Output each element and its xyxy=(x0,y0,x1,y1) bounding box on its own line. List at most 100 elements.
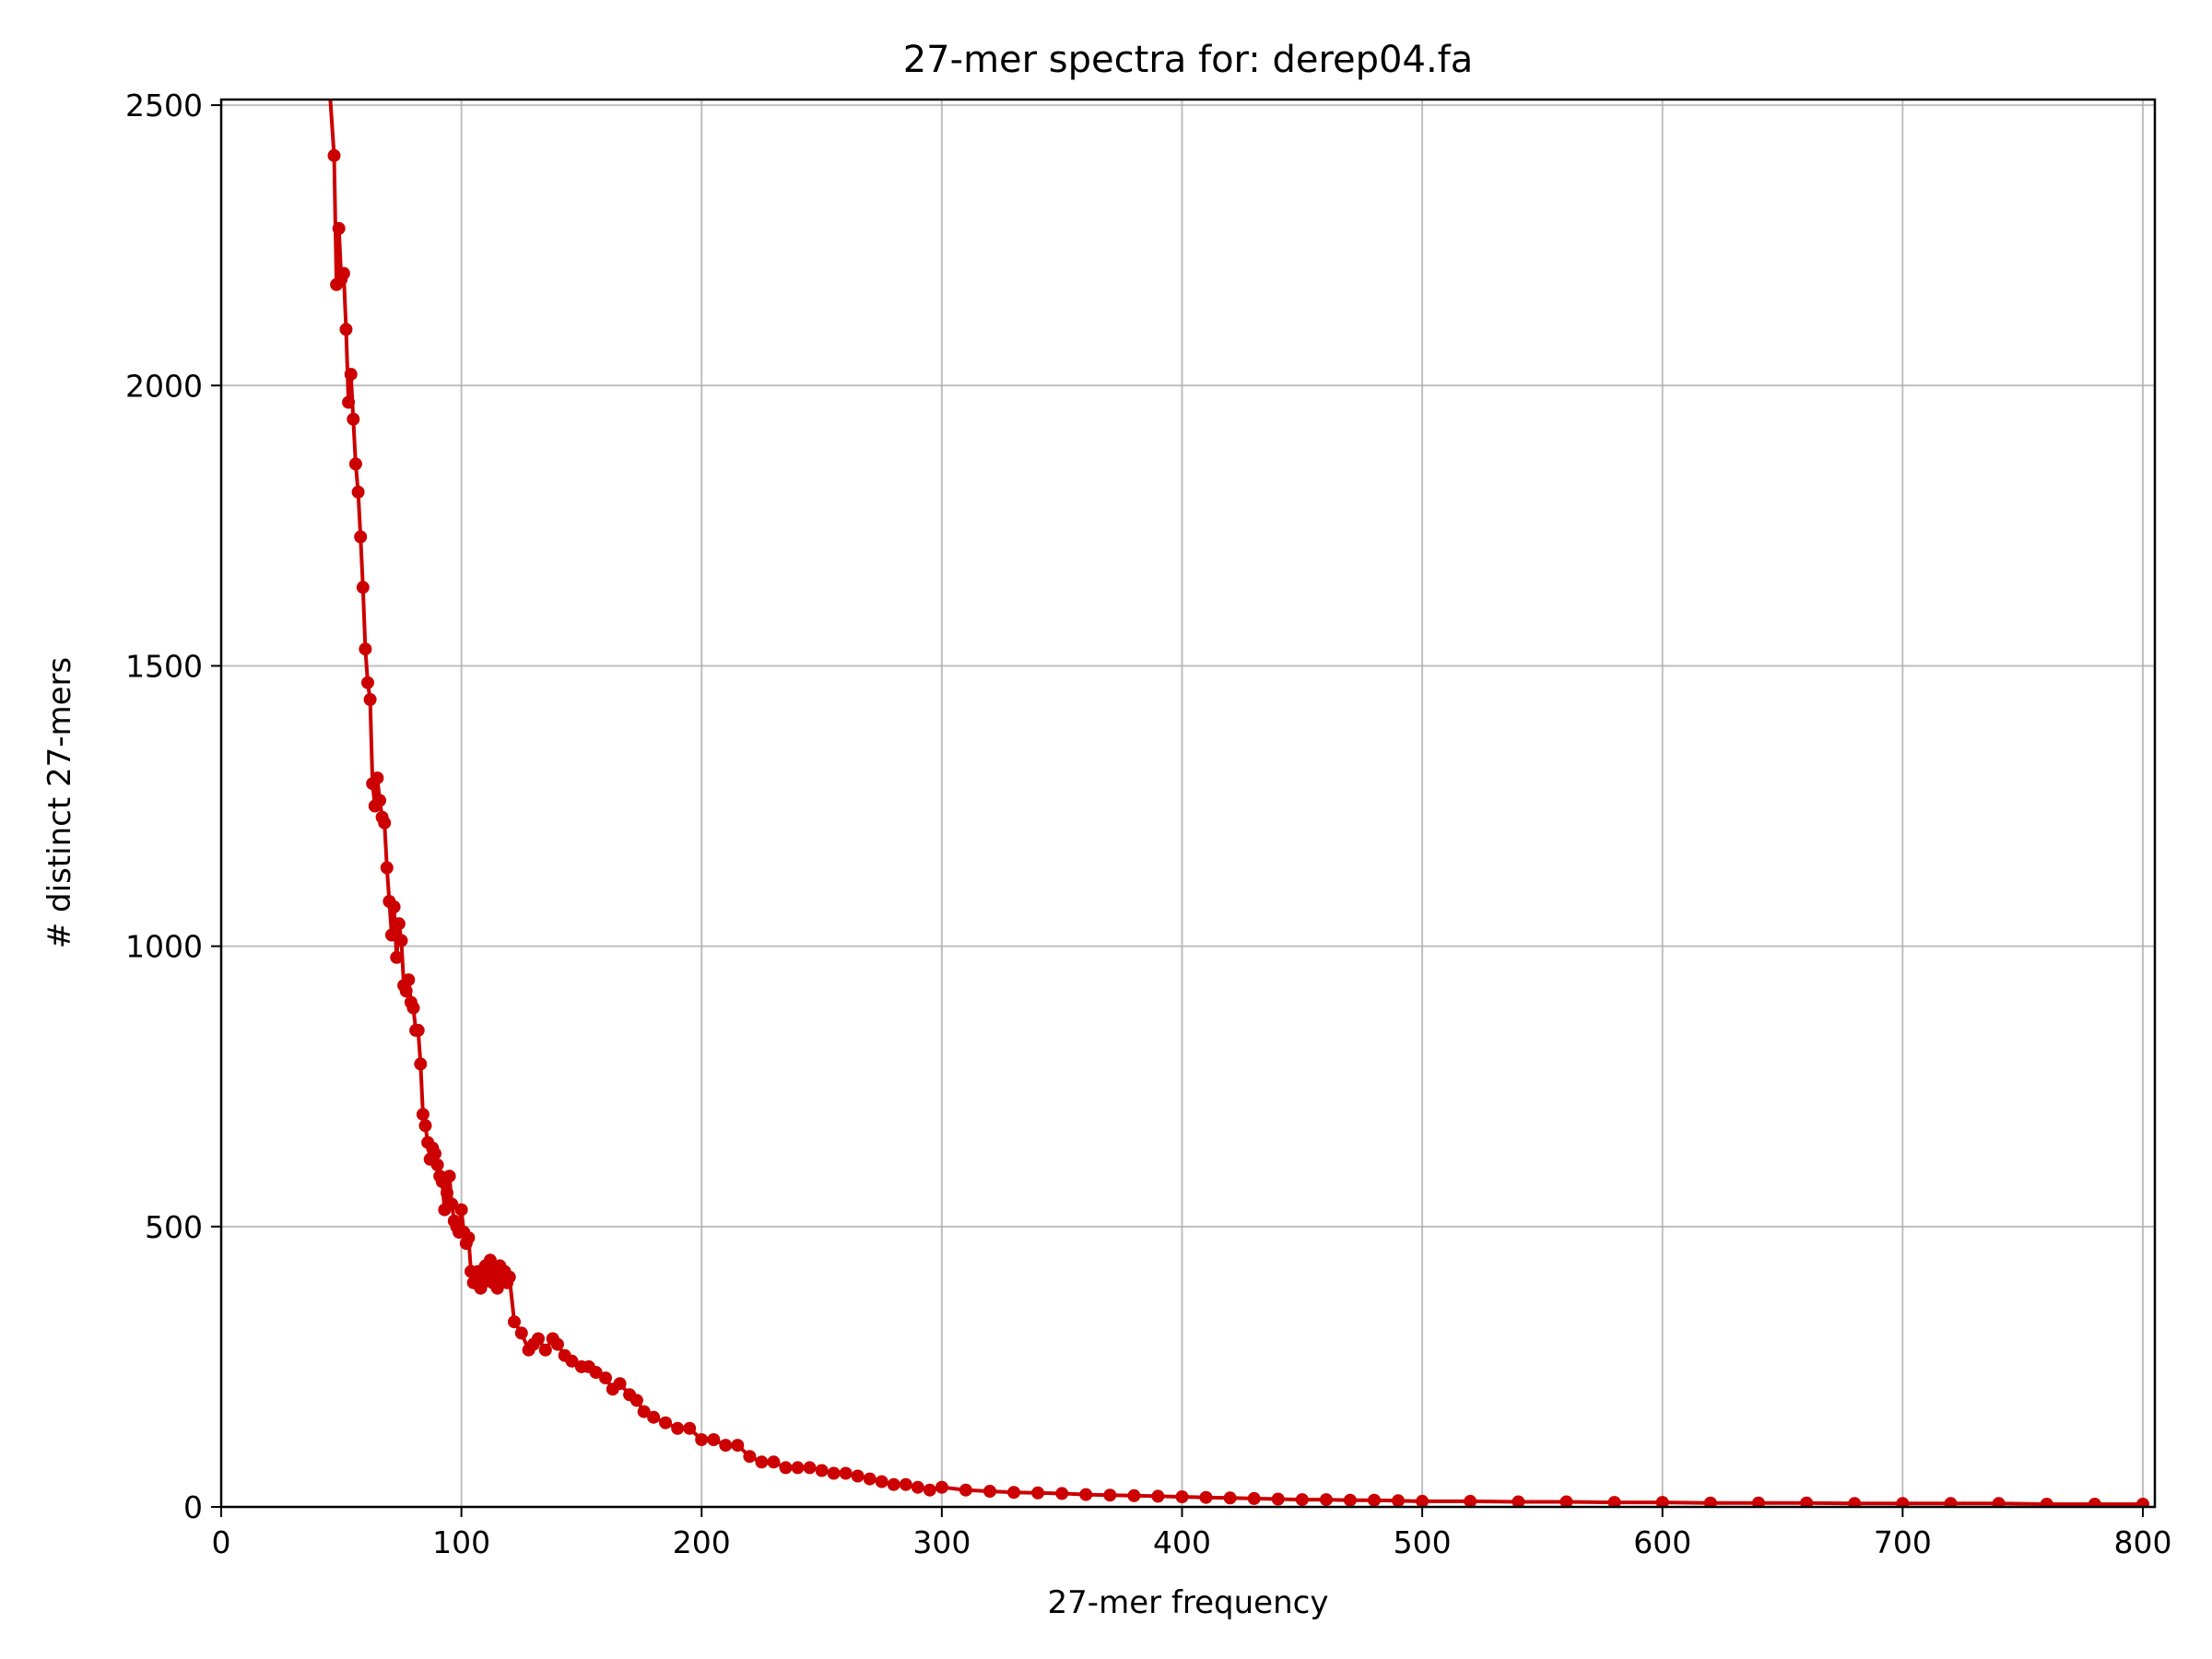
data-point xyxy=(589,1366,603,1379)
data-point xyxy=(538,1343,552,1357)
data-point xyxy=(390,950,404,964)
data-point xyxy=(863,1472,877,1486)
data-point xyxy=(550,1337,564,1351)
data-point xyxy=(356,581,370,594)
data-point xyxy=(418,1119,432,1133)
x-tick-label: 600 xyxy=(1633,1524,1691,1560)
data-point xyxy=(2136,1498,2149,1507)
data-point xyxy=(354,530,368,544)
data-point xyxy=(490,1281,504,1295)
data-point xyxy=(1007,1486,1020,1500)
data-point xyxy=(1464,1494,1477,1507)
data-point xyxy=(2040,1498,2053,1507)
data-point xyxy=(1655,1496,1669,1507)
data-point xyxy=(731,1439,745,1453)
data-point xyxy=(399,984,413,998)
data-point xyxy=(2088,1498,2101,1507)
data-point xyxy=(1199,1490,1213,1504)
grid-lines xyxy=(221,100,2155,1507)
data-point xyxy=(1848,1497,1862,1507)
y-axis-label: # distinct 27-mers xyxy=(41,657,78,948)
data-point xyxy=(1392,1494,1405,1507)
data-point xyxy=(462,1231,476,1244)
data-point xyxy=(1079,1488,1093,1501)
data-point xyxy=(332,221,346,235)
data-point xyxy=(411,1023,425,1037)
x-axis-label: 27-mer frequency xyxy=(1048,1584,1329,1621)
data-point xyxy=(599,1371,612,1385)
data-point xyxy=(983,1485,996,1498)
data-point xyxy=(647,1410,661,1424)
y-tick-label: 0 xyxy=(183,1489,203,1525)
data-point xyxy=(899,1477,912,1491)
data-point xyxy=(613,1377,627,1391)
data-point xyxy=(911,1480,924,1494)
data-point xyxy=(779,1461,793,1475)
data-point xyxy=(351,485,365,499)
data-point xyxy=(445,1197,459,1211)
data-point xyxy=(363,693,377,706)
data-point xyxy=(508,1315,521,1329)
x-tick-label: 0 xyxy=(212,1524,231,1560)
data-point xyxy=(1319,1493,1333,1507)
data-point xyxy=(659,1416,673,1430)
data-point xyxy=(1607,1496,1621,1507)
data-point xyxy=(514,1326,528,1340)
data-point xyxy=(371,771,384,785)
y-tick-label: 2000 xyxy=(125,368,203,404)
data-point xyxy=(1896,1497,1910,1507)
data-point xyxy=(1944,1497,1958,1507)
data-point xyxy=(414,1057,428,1071)
data-point xyxy=(923,1483,936,1497)
data-point xyxy=(336,266,350,280)
data-point xyxy=(373,794,386,807)
x-tick-label: 700 xyxy=(1874,1524,1932,1560)
data-point xyxy=(1175,1490,1189,1503)
data-point xyxy=(394,934,408,947)
data-point xyxy=(743,1450,757,1464)
data-point xyxy=(851,1469,865,1483)
data-point xyxy=(1992,1497,2006,1507)
x-tick-label: 200 xyxy=(673,1524,731,1560)
x-tick-label: 500 xyxy=(1394,1524,1452,1560)
data-point xyxy=(483,1253,497,1267)
data-point xyxy=(1031,1486,1045,1500)
data-point xyxy=(695,1433,709,1446)
data-point xyxy=(348,457,362,471)
data-point xyxy=(441,1186,453,1200)
data-point xyxy=(827,1466,841,1480)
data-point xyxy=(629,1394,643,1407)
data-point xyxy=(1127,1488,1141,1502)
y-tick-label: 1000 xyxy=(125,929,203,965)
data-point xyxy=(385,928,398,942)
data-point xyxy=(815,1464,829,1477)
data-point xyxy=(1800,1496,1814,1507)
x-tick-label: 100 xyxy=(432,1524,490,1560)
data-point xyxy=(683,1421,697,1435)
data-point xyxy=(342,395,356,409)
data-point xyxy=(430,1158,444,1171)
data-point xyxy=(1247,1491,1261,1505)
data-point xyxy=(1703,1496,1717,1507)
data-point xyxy=(565,1354,579,1368)
data-point xyxy=(671,1421,685,1435)
data-point xyxy=(532,1332,545,1346)
data-point xyxy=(1559,1495,1573,1507)
data-point xyxy=(406,1001,420,1015)
data-point xyxy=(887,1477,900,1491)
data-point xyxy=(347,412,360,426)
data-point xyxy=(1055,1487,1069,1500)
data-point xyxy=(707,1433,721,1446)
data-point xyxy=(637,1405,651,1418)
data-point xyxy=(361,676,374,689)
data-point xyxy=(1416,1494,1430,1507)
data-point xyxy=(875,1475,888,1488)
data-point xyxy=(959,1483,972,1497)
data-point xyxy=(1368,1493,1381,1507)
chart-title: 27-mer spectra for: derep04.fa xyxy=(903,39,1474,81)
data-point xyxy=(402,973,416,987)
data-point xyxy=(344,368,358,382)
data-point xyxy=(327,148,341,162)
data-point xyxy=(429,1147,441,1160)
